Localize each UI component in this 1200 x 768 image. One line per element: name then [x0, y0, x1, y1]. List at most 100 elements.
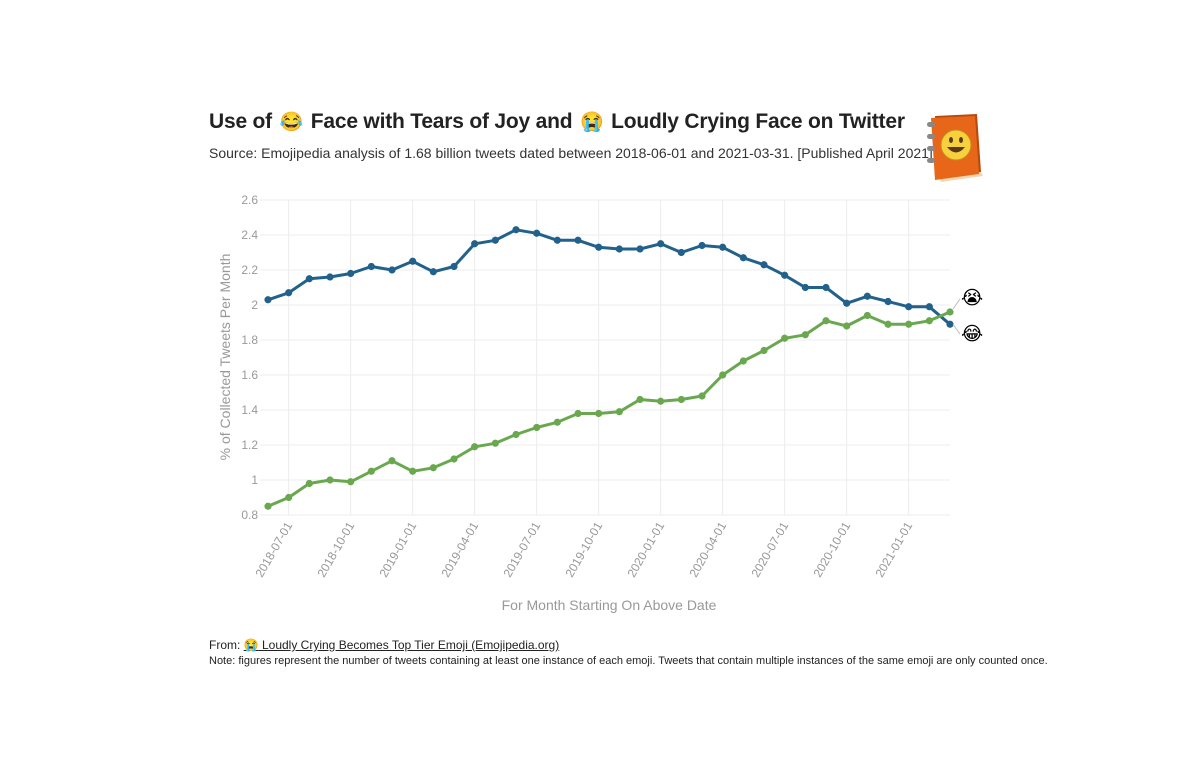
data-point	[429, 464, 437, 472]
data-point	[615, 408, 623, 416]
data-point	[388, 457, 396, 465]
data-point	[533, 423, 541, 432]
y-tick-label: 2.4	[241, 228, 258, 242]
title-part-2: Face with Tears of Joy and	[310, 110, 573, 133]
data-point	[657, 397, 665, 405]
legend-loudly-crying-emoji-icon: 😭	[961, 288, 984, 309]
data-point	[450, 262, 458, 271]
y-tick-label: 1.8	[241, 333, 258, 347]
data-point	[657, 240, 665, 248]
x-axis-label: For Month Starting On Above Date	[502, 597, 717, 613]
data-point	[533, 229, 541, 237]
y-tick-label: 1.2	[241, 438, 258, 452]
data-point	[553, 418, 561, 426]
data-point	[347, 478, 355, 486]
tears-of-joy-emoji-icon: 😂	[279, 112, 304, 133]
data-point	[925, 317, 933, 325]
footer-source: From: 😭 Loudly Crying Becomes Top Tier E…	[209, 638, 559, 652]
x-tick-label: 2019-07-01	[500, 519, 543, 579]
data-point	[863, 311, 871, 320]
data-point	[512, 430, 520, 439]
data-point	[843, 299, 851, 307]
y-tick-label: 1	[251, 473, 258, 487]
data-point	[843, 322, 851, 330]
x-tick-label: 2018-07-01	[252, 519, 295, 579]
data-point	[367, 262, 375, 271]
data-point	[801, 283, 809, 292]
y-tick-label: 1.6	[241, 368, 258, 382]
data-point	[285, 493, 293, 502]
data-point	[781, 334, 789, 342]
chart-subtitle: Source: Emojipedia analysis of 1.68 bill…	[209, 145, 933, 161]
legend-connectors	[952, 298, 961, 335]
connector-crying	[952, 298, 961, 310]
data-point	[822, 283, 830, 292]
loudly-crying-emoji-icon: 😭	[580, 112, 604, 133]
data-point	[367, 467, 375, 475]
y-tick-label: 1.4	[241, 403, 258, 417]
data-point	[574, 409, 582, 418]
data-point	[347, 269, 355, 278]
x-tick-label: 2018-10-01	[314, 519, 357, 579]
data-point	[719, 243, 727, 251]
data-point	[636, 395, 644, 404]
data-point	[326, 273, 334, 281]
data-point	[595, 243, 603, 251]
data-point	[822, 317, 830, 325]
x-tick-label: 2020-01-01	[624, 519, 667, 579]
data-point	[491, 439, 499, 447]
data-point	[905, 303, 913, 311]
connector-joy	[952, 323, 961, 335]
x-tick-label: 2019-01-01	[376, 519, 419, 579]
data-point	[285, 289, 293, 297]
emojipedia-book-icon	[927, 114, 983, 182]
data-point	[760, 261, 768, 269]
y-tick-label: 2.6	[241, 193, 258, 207]
footer-note: Note: figures represent the number of tw…	[209, 655, 1048, 667]
y-tick-label: 2	[251, 298, 258, 312]
data-point	[305, 479, 313, 488]
data-point	[719, 371, 727, 379]
data-point	[553, 236, 561, 244]
x-tick-label: 2020-10-01	[810, 519, 853, 579]
x-tick-label: 2019-10-01	[562, 519, 605, 579]
source-article-link[interactable]: 😭 Loudly Crying Becomes Top Tier Emoji (…	[244, 638, 560, 652]
title-part-3: Loudly Crying Face on Twitter	[611, 110, 905, 133]
data-point	[471, 240, 479, 248]
y-tick-label: 2.2	[241, 263, 258, 277]
data-point	[264, 502, 272, 510]
data-point	[801, 331, 809, 339]
y-tick-label: 0.8	[241, 508, 258, 522]
data-point	[409, 467, 417, 475]
data-point	[677, 248, 685, 257]
x-axis-ticks: 2018-07-01 2018-10-01 2019-01-01 2019-04-01…	[252, 519, 915, 579]
data-point	[471, 443, 479, 451]
data-point	[595, 409, 603, 418]
series-line-loudly-crying	[267, 310, 951, 508]
y-axis-label: % of Collected Tweets Per Month	[217, 254, 233, 461]
data-point	[615, 245, 623, 253]
data-point	[739, 254, 747, 262]
x-tick-label: 2019-04-01	[438, 519, 481, 579]
loudly-crying-emoji-icon: 😭	[243, 638, 259, 652]
title-part-1: Use of	[209, 110, 272, 133]
source-article-link-text: Loudly Crying Becomes Top Tier Emoji (Em…	[261, 638, 560, 652]
data-point	[636, 245, 644, 253]
data-point	[305, 275, 313, 283]
data-point	[677, 395, 685, 404]
data-point	[698, 241, 706, 250]
data-point	[409, 257, 417, 265]
chart-title: Use of 😂 Face with Tears of Joy and 😭 Lo…	[209, 110, 905, 134]
line-chart: 0.811.21.41.61.822.22.42.6 2018-07-01 201…	[217, 193, 961, 613]
footer-from-label: From:	[209, 638, 241, 652]
series-line-tears-of-joy	[267, 228, 951, 326]
data-point	[884, 297, 892, 306]
data-point	[946, 308, 954, 316]
data-point	[574, 236, 582, 244]
data-point	[326, 476, 334, 484]
data-point	[781, 271, 789, 279]
y-axis-ticks: 0.8 1 1.2 1.4 1.6 1.8 2 2.2 2.4 2.6	[241, 193, 258, 522]
data-point	[884, 320, 892, 328]
series-lines	[264, 226, 954, 510]
data-point	[925, 303, 933, 311]
